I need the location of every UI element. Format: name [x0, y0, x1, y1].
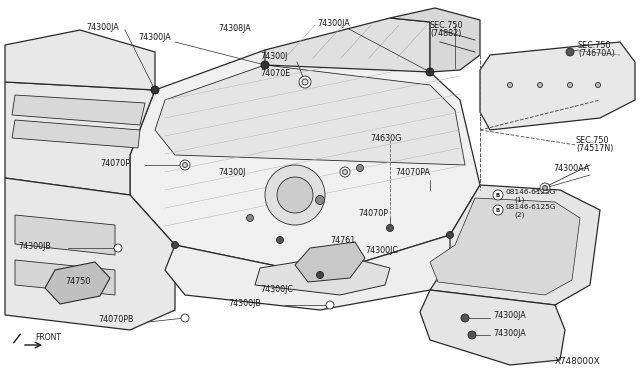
Text: 74300JA: 74300JA — [493, 328, 525, 337]
Circle shape — [180, 160, 190, 170]
Circle shape — [277, 177, 313, 213]
Polygon shape — [15, 260, 115, 295]
Circle shape — [543, 186, 547, 190]
Circle shape — [151, 86, 159, 94]
Circle shape — [447, 231, 454, 238]
Text: 74070E: 74070E — [260, 68, 291, 77]
Text: 74300JB: 74300JB — [228, 298, 261, 308]
Text: (74517N): (74517N) — [576, 144, 613, 153]
Circle shape — [316, 196, 324, 205]
Text: X748000X: X748000X — [555, 357, 600, 366]
Polygon shape — [5, 178, 175, 330]
Circle shape — [387, 224, 394, 231]
Circle shape — [340, 167, 350, 177]
Polygon shape — [45, 262, 110, 304]
Circle shape — [468, 331, 476, 339]
Text: 74308JA: 74308JA — [218, 23, 251, 32]
Polygon shape — [12, 120, 140, 148]
Text: (74882): (74882) — [430, 29, 461, 38]
Text: B: B — [496, 192, 500, 198]
Circle shape — [540, 183, 550, 193]
Polygon shape — [295, 242, 365, 282]
Polygon shape — [390, 8, 480, 72]
Circle shape — [566, 48, 574, 56]
Circle shape — [493, 205, 503, 215]
Polygon shape — [12, 95, 145, 125]
Circle shape — [299, 76, 311, 88]
Circle shape — [181, 314, 189, 322]
Text: SEC.750: SEC.750 — [576, 135, 609, 144]
Text: SEC.750: SEC.750 — [578, 41, 611, 49]
Circle shape — [276, 237, 284, 244]
Text: (1): (1) — [514, 197, 525, 203]
Text: 74070P: 74070P — [100, 158, 130, 167]
Polygon shape — [255, 255, 390, 295]
Polygon shape — [155, 65, 465, 165]
Text: 08146-6125G: 08146-6125G — [506, 204, 557, 210]
Circle shape — [508, 83, 513, 87]
Polygon shape — [420, 185, 600, 305]
Text: SEC.750: SEC.750 — [430, 20, 463, 29]
Text: 74300J: 74300J — [218, 167, 245, 176]
Circle shape — [326, 301, 334, 309]
Text: 74300JA: 74300JA — [493, 311, 525, 321]
Circle shape — [265, 165, 325, 225]
Polygon shape — [130, 50, 480, 275]
Circle shape — [182, 163, 188, 167]
Text: 74300JA: 74300JA — [86, 22, 119, 32]
Circle shape — [246, 215, 253, 221]
Text: 74070PB: 74070PB — [98, 315, 134, 324]
Circle shape — [317, 272, 323, 279]
Polygon shape — [430, 198, 580, 295]
Text: 74750: 74750 — [65, 278, 90, 286]
Text: 08146-6125G: 08146-6125G — [506, 189, 557, 195]
Text: 74300JC: 74300JC — [260, 285, 293, 295]
Polygon shape — [5, 30, 155, 90]
Circle shape — [426, 68, 434, 76]
Text: FRONT: FRONT — [35, 333, 61, 341]
Polygon shape — [5, 82, 155, 195]
Text: 74300JC: 74300JC — [365, 246, 398, 254]
Text: 74300JA: 74300JA — [138, 32, 171, 42]
Polygon shape — [15, 215, 115, 255]
Text: 74300JA: 74300JA — [317, 19, 349, 28]
Text: B: B — [496, 208, 500, 212]
Text: 74630G: 74630G — [370, 134, 401, 142]
Circle shape — [461, 314, 469, 322]
Circle shape — [595, 83, 600, 87]
Circle shape — [342, 170, 348, 174]
Circle shape — [114, 244, 122, 252]
Polygon shape — [420, 290, 565, 365]
Circle shape — [261, 61, 269, 69]
Text: 74761: 74761 — [330, 235, 355, 244]
Polygon shape — [165, 235, 450, 310]
Text: 74300AA: 74300AA — [553, 164, 589, 173]
Circle shape — [493, 190, 503, 200]
Circle shape — [568, 83, 573, 87]
Polygon shape — [265, 18, 430, 72]
Circle shape — [538, 83, 543, 87]
Text: 74070P: 74070P — [358, 208, 388, 218]
Text: (74670A): (74670A) — [578, 48, 615, 58]
Circle shape — [356, 164, 364, 171]
Text: 74300J: 74300J — [260, 51, 287, 61]
Circle shape — [302, 79, 308, 85]
Polygon shape — [480, 42, 635, 130]
Text: 74070PA: 74070PA — [395, 167, 430, 176]
Circle shape — [172, 241, 179, 248]
Text: (2): (2) — [514, 212, 525, 218]
Text: 74300JB: 74300JB — [18, 241, 51, 250]
